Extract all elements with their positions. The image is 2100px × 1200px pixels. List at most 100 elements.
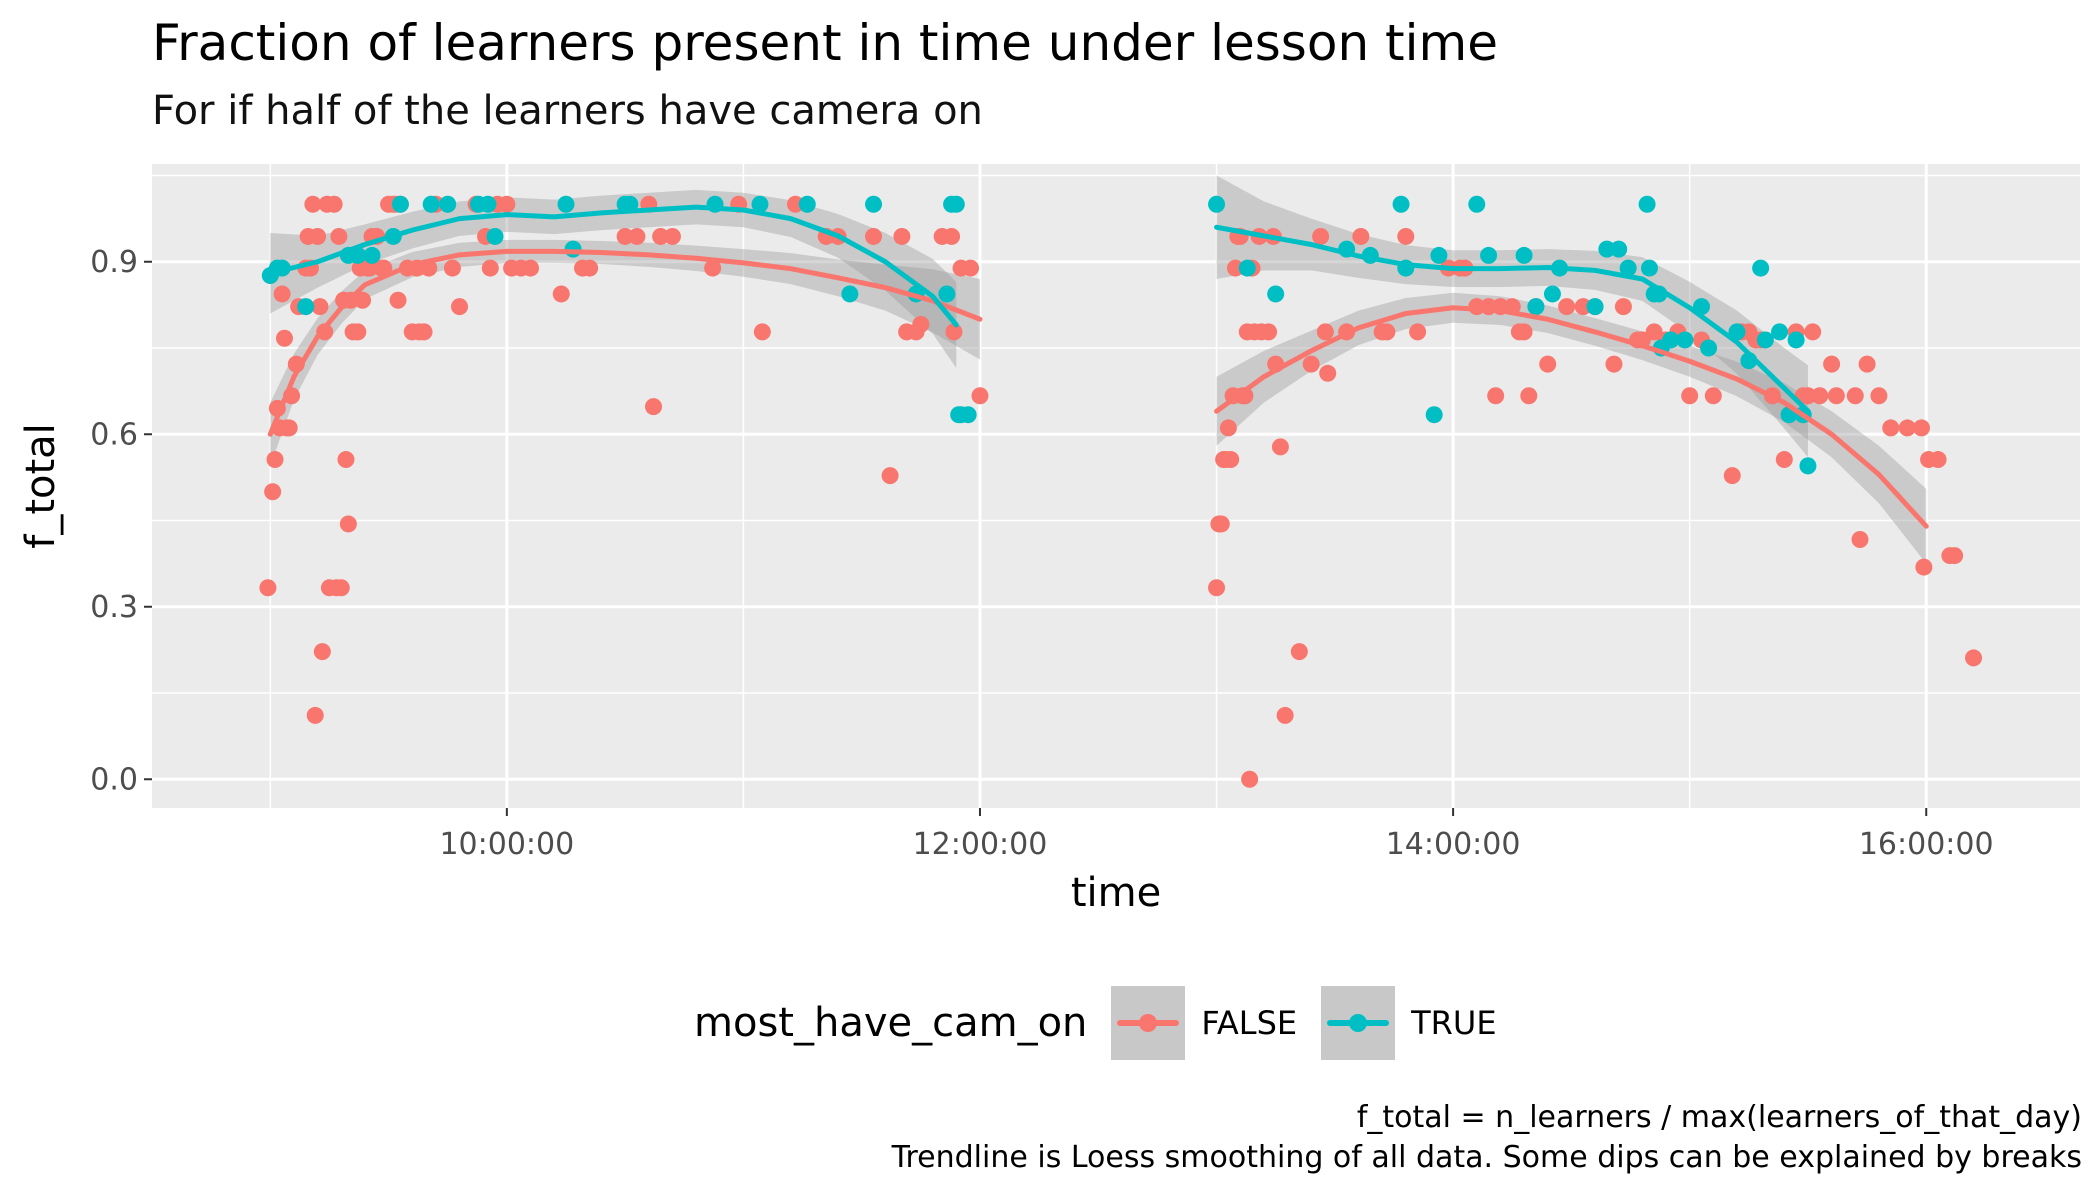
data-point-true: [1610, 240, 1628, 258]
data-point-true: [297, 298, 315, 316]
data-point-false: [1316, 323, 1334, 341]
data-point-true: [959, 406, 977, 424]
data-point-false: [1312, 227, 1330, 245]
data-point-false: [451, 298, 469, 316]
data-point-false: [1539, 355, 1557, 373]
data-point-false: [498, 195, 516, 213]
data-point-false: [273, 285, 291, 303]
chart-plot: 0.0 0.3 0.6 0.9 10:00:00 12:00:00 14:00:00 16:0…: [18, 164, 2080, 916]
data-point-true: [557, 195, 575, 213]
data-point-false: [311, 298, 329, 316]
data-point-false: [339, 515, 357, 533]
data-point-true: [1771, 323, 1789, 341]
data-point-false: [1397, 227, 1415, 245]
data-point-false: [332, 579, 350, 597]
data-point-false: [259, 579, 277, 597]
confidence-ribbons: [270, 175, 1927, 564]
legend-label-false: FALSE: [1201, 1004, 1298, 1042]
data-point-false: [264, 483, 282, 501]
x-tick-label: 14:00:00: [1386, 827, 1521, 862]
data-point-false: [443, 259, 461, 277]
data-points: [259, 195, 1983, 788]
data-point-false: [275, 329, 293, 347]
data-point-false: [1851, 530, 1869, 548]
data-point-false: [1212, 515, 1230, 533]
legend-key-true: [1321, 986, 1396, 1060]
data-point-true: [751, 195, 769, 213]
data-point-true: [1752, 259, 1770, 277]
data-point-true: [1787, 331, 1805, 349]
data-point-false: [361, 259, 379, 277]
axes: 0.0 0.3 0.6 0.9 10:00:00 12:00:00 14:00:00 16:0…: [18, 245, 1994, 916]
data-point-false: [663, 227, 681, 245]
legend-dot-true: [1349, 1014, 1368, 1032]
data-point-true: [1468, 195, 1486, 213]
data-point-false: [337, 451, 355, 469]
data-point-false: [1222, 451, 1240, 469]
data-point-true: [1799, 457, 1817, 475]
data-point-true: [1662, 331, 1680, 349]
data-point-true: [439, 195, 457, 213]
data-point-false: [865, 227, 883, 245]
data-point-false: [1219, 419, 1237, 437]
data-point-false: [1775, 451, 1793, 469]
y-tick-label: 0.3: [90, 590, 138, 625]
caption-line-2: Trendline is Loess smoothing of all data…: [891, 1140, 2082, 1175]
data-point-false: [1378, 323, 1396, 341]
data-point-false: [1827, 387, 1845, 405]
chart-subtitle: For if half of the learners have camera …: [152, 88, 983, 134]
data-point-false: [1208, 579, 1226, 597]
legend-label-true: TRUE: [1411, 1004, 1497, 1042]
legend-item-true: TRUE: [1321, 986, 1497, 1060]
x-tick-label: 16:00:00: [1859, 827, 1994, 862]
legend-key-false: [1111, 986, 1186, 1060]
data-point-false: [1574, 298, 1592, 316]
data-point-true: [1700, 339, 1718, 357]
x-tick-label: 10:00:00: [439, 827, 574, 862]
data-point-false: [304, 195, 322, 213]
data-point-true: [1619, 259, 1637, 277]
data-point-false: [415, 323, 433, 341]
data-point-false: [1811, 387, 1829, 405]
y-axis-label: f_total: [18, 423, 64, 549]
data-point-true: [1238, 259, 1256, 277]
data-point-true: [1208, 195, 1226, 213]
data-point-false: [1882, 419, 1900, 437]
data-point-false: [1858, 355, 1876, 373]
data-point-false: [1704, 387, 1722, 405]
data-point-false: [1352, 227, 1370, 245]
data-point-false: [1515, 323, 1533, 341]
legend-dot-false: [1139, 1014, 1158, 1032]
trend-line-false: [1214, 305, 1929, 529]
data-point-false: [912, 315, 930, 333]
x-tick-label: 12:00:00: [913, 827, 1048, 862]
x-axis-label: time: [1071, 870, 1161, 916]
data-point-false: [1260, 323, 1278, 341]
data-point-true: [363, 246, 381, 264]
data-point-true: [1425, 406, 1443, 424]
data-point-true: [1480, 246, 1498, 264]
data-point-false: [943, 227, 961, 245]
data-point-true: [486, 227, 504, 245]
confidence-ribbon-true: [1216, 175, 1808, 458]
data-point-false: [481, 259, 499, 277]
data-point-false: [962, 259, 980, 277]
data-point-true: [1515, 246, 1533, 264]
data-point-false: [1558, 298, 1576, 316]
data-point-false: [1915, 558, 1933, 576]
data-point-false: [1319, 364, 1337, 382]
data-point-false: [971, 387, 989, 405]
y-tick-label: 0.9: [90, 245, 138, 280]
trend-line-true: [267, 204, 959, 328]
data-point-false: [552, 285, 570, 303]
data-point-false: [1946, 547, 1964, 565]
data-point-false: [1681, 387, 1699, 405]
data-point-false: [1302, 355, 1320, 373]
caption: f_total = n_learners / max(learners_of_t…: [892, 1098, 2082, 1178]
legend-title: most_have_cam_on: [694, 1000, 1088, 1046]
y-tick-label: 0.0: [90, 762, 138, 797]
data-point-false: [522, 259, 540, 277]
data-point-true: [798, 195, 816, 213]
data-point-true: [479, 195, 497, 213]
trend-lines: [267, 204, 1929, 529]
